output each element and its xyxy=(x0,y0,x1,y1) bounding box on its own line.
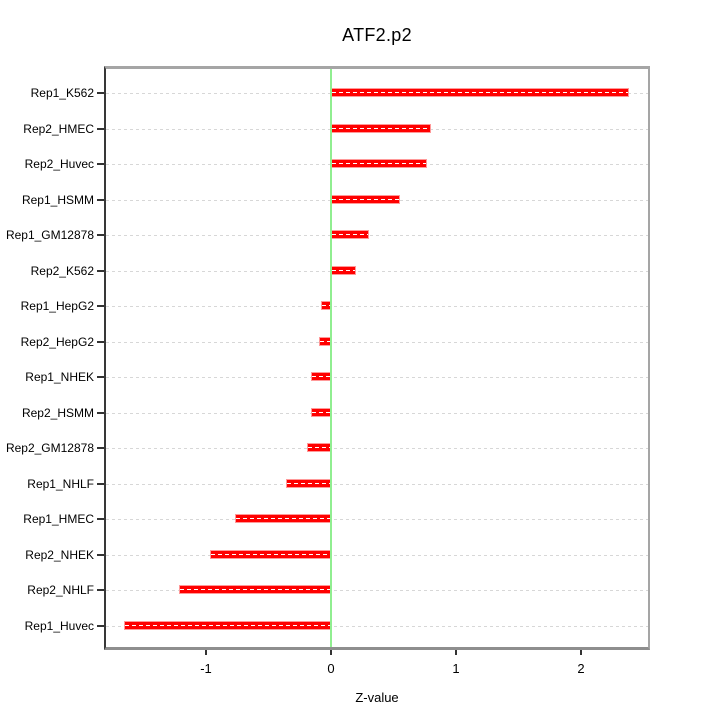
y-tick-label-rep1_huvec: Rep1_Huvec xyxy=(24,618,94,633)
y-axis-tick xyxy=(97,376,104,379)
y-axis-tick xyxy=(97,163,104,166)
y-axis-tick xyxy=(97,553,104,556)
y-tick-label-rep2_nhek: Rep2_NHEK xyxy=(25,547,94,562)
y-axis-tick xyxy=(97,234,104,237)
bar-inner-dash xyxy=(332,234,368,236)
bar-rep1_nhlf xyxy=(286,478,331,488)
bar-rep1_k562 xyxy=(331,88,629,98)
y-tick-label-rep2_hmec: Rep2_HMEC xyxy=(23,121,94,136)
y-tick-label-rep1_nhlf: Rep1_NHLF xyxy=(27,476,94,491)
grid-line xyxy=(106,625,648,627)
bar-rep2_hsmm xyxy=(311,407,331,417)
y-tick-label-rep1_k562: Rep1_K562 xyxy=(30,86,94,101)
bar-rep1_gm12878 xyxy=(331,230,369,240)
y-tick-label-rep1_hepg2: Rep1_HepG2 xyxy=(20,299,94,314)
x-axis-tick xyxy=(580,650,582,655)
bar-rep2_huvec xyxy=(331,159,428,169)
x-axis-title: Z-value xyxy=(355,690,399,705)
bar-inner-dash xyxy=(124,624,330,626)
grid-line xyxy=(106,341,648,343)
y-axis-tick xyxy=(97,198,104,201)
x-tick-label: 1 xyxy=(452,661,460,676)
bar-inner-dash xyxy=(319,340,330,342)
bar-inner-dash xyxy=(235,518,330,520)
y-axis-tick xyxy=(97,127,104,130)
bar-inner-dash xyxy=(210,553,330,555)
grid-line xyxy=(106,377,648,379)
y-tick-label-rep1_nhek: Rep1_NHEK xyxy=(25,370,94,385)
bar-rep1_nhek xyxy=(311,372,331,382)
x-tick-label: 0 xyxy=(327,661,335,676)
bar-inner-dash xyxy=(312,376,330,378)
bar-inner-dash xyxy=(287,482,330,484)
y-tick-label-rep2_hsmm: Rep2_HSMM xyxy=(21,405,94,420)
y-tick-label-rep1_hsmm: Rep1_HSMM xyxy=(21,192,94,207)
bar-rep2_nhek xyxy=(209,549,331,559)
grid-line xyxy=(106,306,648,308)
grid-line xyxy=(106,483,648,485)
y-tick-label-rep2_k562: Rep2_K562 xyxy=(30,263,94,278)
y-tick-label-rep1_gm12878: Rep1_GM12878 xyxy=(5,228,94,243)
bar-inner-dash xyxy=(332,198,399,200)
x-tick-label: -1 xyxy=(200,661,212,676)
bar-rep1_hsmm xyxy=(331,194,400,204)
y-axis-tick xyxy=(97,305,104,308)
plot-area: Rep1_K562 Rep2_HMEC Rep2_Huvec Rep1_HSMM Rep… xyxy=(6,66,650,676)
grid-line xyxy=(106,270,648,272)
x-axis-tick xyxy=(330,650,332,655)
y-tick-label-rep2_hepg2: Rep2_HepG2 xyxy=(20,334,94,349)
bar-rep2_gm12878 xyxy=(307,443,331,453)
x-axis-tick xyxy=(205,650,207,655)
bar-inner-dash xyxy=(322,305,330,307)
grid-line xyxy=(106,554,648,556)
grid-line xyxy=(106,590,648,592)
bar-rep2_hmec xyxy=(331,123,431,133)
grid-line xyxy=(106,235,648,237)
y-tick-label-rep2_gm12878: Rep2_GM12878 xyxy=(5,441,94,456)
x-tick-label: 2 xyxy=(577,661,585,676)
bar-rep1_hmec xyxy=(234,514,331,524)
x-axis-tick xyxy=(455,650,457,655)
y-axis-tick xyxy=(97,624,104,627)
grid-line xyxy=(106,448,648,450)
bar-inner-dash xyxy=(179,589,330,591)
y-axis-tick xyxy=(97,447,104,450)
y-axis-tick xyxy=(97,589,104,592)
y-axis-tick xyxy=(97,269,104,272)
y-tick-label-rep2_huvec: Rep2_Huvec xyxy=(24,157,94,172)
grid-line xyxy=(106,519,648,521)
bar-inner-dash xyxy=(312,411,330,413)
y-axis-tick xyxy=(97,482,104,485)
bar-rep2_k562 xyxy=(331,265,356,275)
bar-inner-dash xyxy=(332,92,628,94)
y-axis-tick xyxy=(97,92,104,95)
y-axis-tick xyxy=(97,518,104,521)
y-axis-tick xyxy=(97,411,104,414)
bar-inner-dash xyxy=(332,269,355,271)
bar-rep1_huvec xyxy=(123,620,331,630)
bar-inner-dash xyxy=(332,163,427,165)
grid-line xyxy=(106,412,648,414)
y-tick-label-rep2_nhlf: Rep2_NHLF xyxy=(27,583,94,598)
y-axis-tick xyxy=(97,340,104,343)
bar-inner-dash xyxy=(308,447,330,449)
zero-reference-line xyxy=(330,69,332,647)
bar-rep2_nhlf xyxy=(178,585,331,595)
y-tick-label-rep1_hmec: Rep1_HMEC xyxy=(23,512,94,527)
chart-title: ATF2.p2 xyxy=(342,25,412,45)
bar-inner-dash xyxy=(332,127,430,129)
